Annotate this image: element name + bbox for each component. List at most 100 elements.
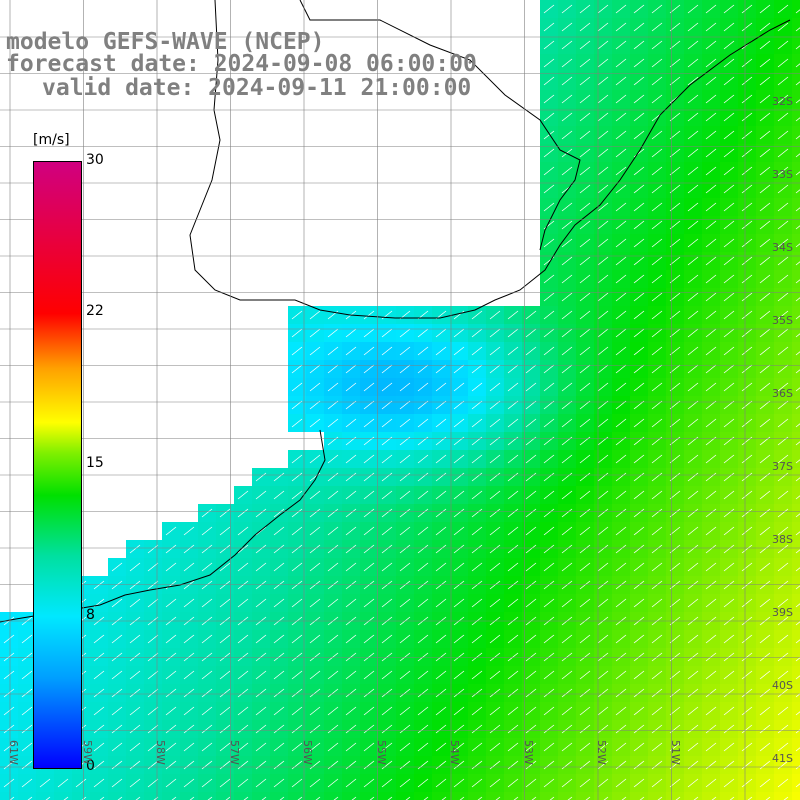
wind-arrow [705, 112, 717, 122]
wind-arrow [327, 454, 339, 464]
wind-arrow [705, 454, 717, 464]
wind-arrow [435, 346, 447, 356]
wind-arrow [759, 328, 771, 338]
wind-arrow [435, 490, 447, 500]
wind-arrow [615, 706, 627, 716]
wind-arrow [363, 652, 375, 662]
wind-arrow [399, 526, 411, 536]
wind-arrow [795, 27, 800, 32]
wind-arrow [579, 202, 591, 212]
wind-arrow [705, 22, 717, 32]
wind-cell [144, 792, 162, 800]
wind-arrow [723, 310, 735, 320]
wind-arrow [363, 634, 375, 644]
wind-arrow [417, 760, 429, 770]
wind-arrow [489, 382, 501, 392]
wind-arrow [279, 796, 285, 800]
wind-arrow [777, 112, 789, 122]
wind-arrow [273, 598, 285, 608]
wind-arrow [579, 220, 591, 230]
wind-arrow [705, 364, 717, 374]
wind-arrow [633, 328, 645, 338]
wind-arrow [597, 22, 609, 32]
wind-arrow [597, 472, 609, 482]
wind-arrow [705, 76, 717, 86]
wind-arrow [237, 652, 249, 662]
wind-arrow [255, 760, 267, 770]
wind-arrow [273, 472, 285, 482]
wind-arrow [543, 94, 555, 104]
wind-arrow [363, 760, 375, 770]
wind-arrow [21, 760, 33, 770]
wind-arrow [705, 598, 717, 608]
model-title: modelo GEFS-WAVE (NCEP) [6, 29, 325, 55]
wind-arrow [597, 328, 609, 338]
wind-arrow [453, 382, 465, 392]
wind-arrow [759, 490, 771, 500]
wind-arrow [129, 742, 141, 752]
wind-arrow [705, 58, 717, 68]
wind-arrow [441, 796, 447, 800]
wind-arrow [777, 562, 789, 572]
wind-arrow [147, 688, 159, 698]
wind-cell [792, 0, 800, 18]
wind-arrow [525, 562, 537, 572]
wind-arrow [579, 508, 591, 518]
wind-arrow [309, 508, 321, 518]
wind-arrow [597, 112, 609, 122]
wind-arrow [543, 238, 555, 248]
wind-arrow [201, 724, 213, 734]
wind-arrow [201, 652, 213, 662]
wind-arrow [561, 526, 573, 536]
wind-arrow [579, 76, 591, 86]
wind-arrow [759, 454, 771, 464]
wind-arrow [777, 490, 789, 500]
wind-arrow [507, 508, 519, 518]
wind-arrow [363, 724, 375, 734]
wind-arrow [795, 63, 800, 68]
wind-arrow [759, 652, 771, 662]
wind-arrow [543, 400, 555, 410]
wind-arrow [759, 634, 771, 644]
wind-arrow [399, 706, 411, 716]
wind-arrow [219, 724, 231, 734]
colorbar-tick-30: 30 [86, 152, 104, 168]
wind-arrow [363, 400, 375, 410]
wind-arrow [687, 184, 699, 194]
wind-arrow [345, 778, 357, 788]
wind-arrow [543, 652, 555, 662]
wind-arrow [255, 742, 267, 752]
wind-arrow [489, 508, 501, 518]
wind-arrow [597, 562, 609, 572]
wind-arrow [741, 382, 753, 392]
wind-arrow [273, 580, 285, 590]
wind-cell [324, 792, 342, 800]
wind-arrow [309, 652, 321, 662]
wind-arrow [81, 796, 87, 800]
wind-arrow [795, 9, 800, 14]
wind-arrow [651, 202, 663, 212]
wind-arrow [615, 130, 627, 140]
wind-arrow [759, 526, 771, 536]
wind-cell [684, 792, 702, 800]
wind-arrow [147, 544, 159, 554]
wind-arrow [453, 526, 465, 536]
wind-arrow [741, 346, 753, 356]
wind-arrow [597, 742, 609, 752]
wind-arrow [273, 778, 285, 788]
wind-arrow [345, 382, 357, 392]
wind-arrow [615, 670, 627, 680]
wind-arrow [165, 778, 177, 788]
wind-arrow [327, 688, 339, 698]
wind-arrow [795, 117, 800, 122]
wind-arrow [417, 364, 429, 374]
wind-arrow [561, 490, 573, 500]
wind-arrow [309, 724, 321, 734]
wind-cell [792, 666, 800, 684]
wind-arrow [255, 526, 267, 536]
wind-arrow [219, 742, 231, 752]
wind-arrow [759, 688, 771, 698]
wind-arrow [777, 544, 789, 554]
wind-arrow [777, 778, 789, 788]
wind-arrow [723, 562, 735, 572]
